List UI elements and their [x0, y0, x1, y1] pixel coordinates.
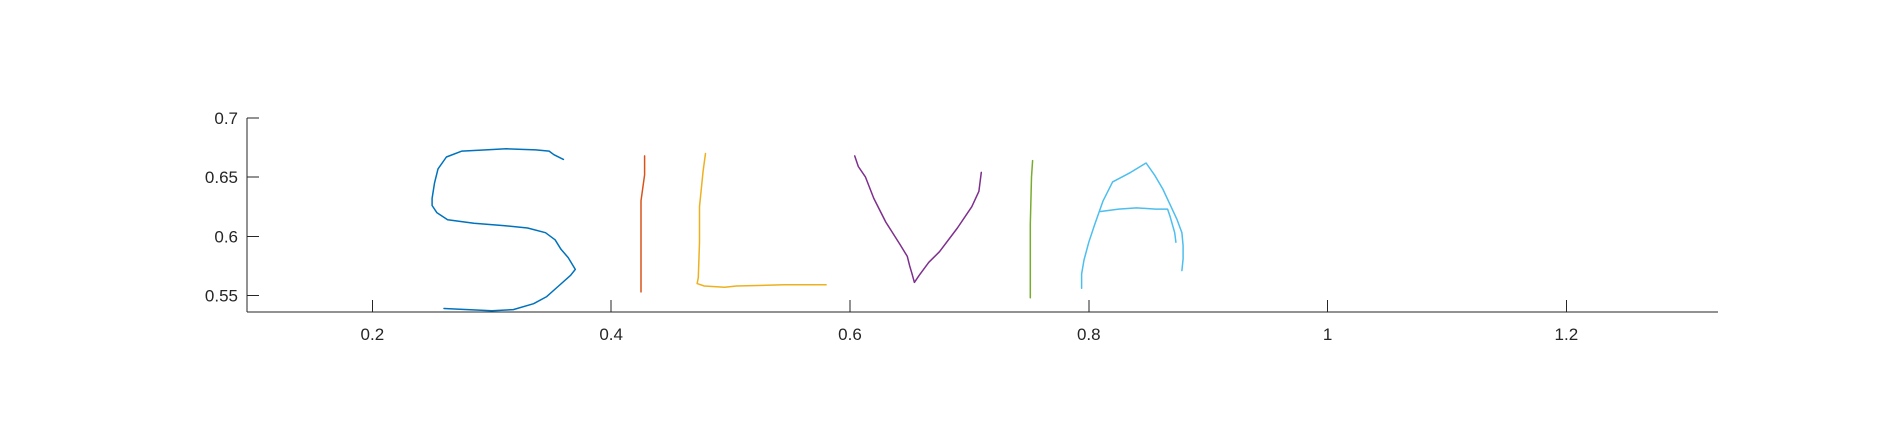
y-tick-label: 0.55 — [205, 286, 238, 305]
series-stroke-3 — [696, 152, 827, 288]
series-layer — [431, 148, 1184, 312]
series-stroke-7 — [1099, 207, 1177, 243]
x-tick-label: 0.2 — [361, 325, 385, 344]
x-tick-label: 1.2 — [1555, 325, 1579, 344]
x-tick-label: 0.8 — [1077, 325, 1101, 344]
series-stroke-6 — [1080, 162, 1184, 290]
series-stroke-2 — [640, 155, 646, 293]
y-tick-label: 0.7 — [214, 109, 238, 128]
x-axis-ticks: 0.2 0.4 0.6 0.8 1 1.2 — [361, 300, 1579, 344]
x-tick-label: 0.6 — [838, 325, 862, 344]
series-stroke-5 — [1029, 159, 1034, 299]
series-stroke-4 — [853, 155, 983, 284]
x-tick-label: 0.4 — [599, 325, 623, 344]
series-stroke-1 — [431, 148, 577, 312]
y-axis-ticks: 0.55 0.6 0.65 0.7 — [205, 109, 259, 305]
y-tick-label: 0.6 — [214, 227, 238, 246]
y-tick-label: 0.65 — [205, 168, 238, 187]
x-tick-label: 1 — [1323, 325, 1332, 344]
axes-layer — [246, 118, 1718, 313]
